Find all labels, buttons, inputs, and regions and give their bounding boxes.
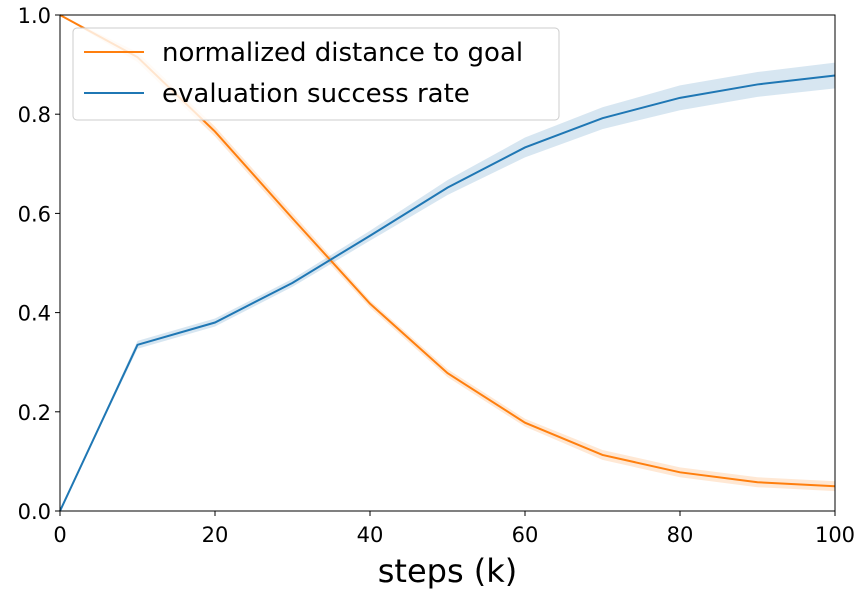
- plot-frame: [59, 14, 836, 512]
- y-tick-label: 0.2: [18, 401, 51, 425]
- x-tick-label: 100: [815, 523, 855, 547]
- y-tick-label: 0.0: [18, 500, 51, 524]
- legend: normalized distance to goal evaluation su…: [72, 27, 560, 121]
- y-tick-label: 0.4: [18, 302, 51, 326]
- legend-label: normalized distance to goal: [162, 38, 523, 68]
- x-tick-label: 80: [667, 523, 694, 547]
- y-tick-label: 1.0: [18, 4, 51, 28]
- band-evaluation-success-rate: [60, 62, 835, 512]
- y-axis-ticks: 0.0 0.2 0.4 0.6 0.8 1.0: [18, 4, 60, 524]
- legend-label: evaluation success rate: [162, 79, 470, 109]
- y-tick-label: 0.8: [18, 103, 51, 127]
- y-tick-label: 0.6: [18, 202, 51, 226]
- x-axis-ticks: 0 20 40 60 80 100: [53, 511, 855, 547]
- legend-box: [72, 27, 560, 121]
- x-tick-label: 40: [357, 523, 384, 547]
- x-tick-label: 20: [202, 523, 229, 547]
- x-tick-label: 0: [53, 523, 66, 547]
- line-evaluation-success-rate: [59, 74, 836, 512]
- x-axis-title: steps (k): [378, 552, 518, 590]
- x-tick-label: 60: [512, 523, 539, 547]
